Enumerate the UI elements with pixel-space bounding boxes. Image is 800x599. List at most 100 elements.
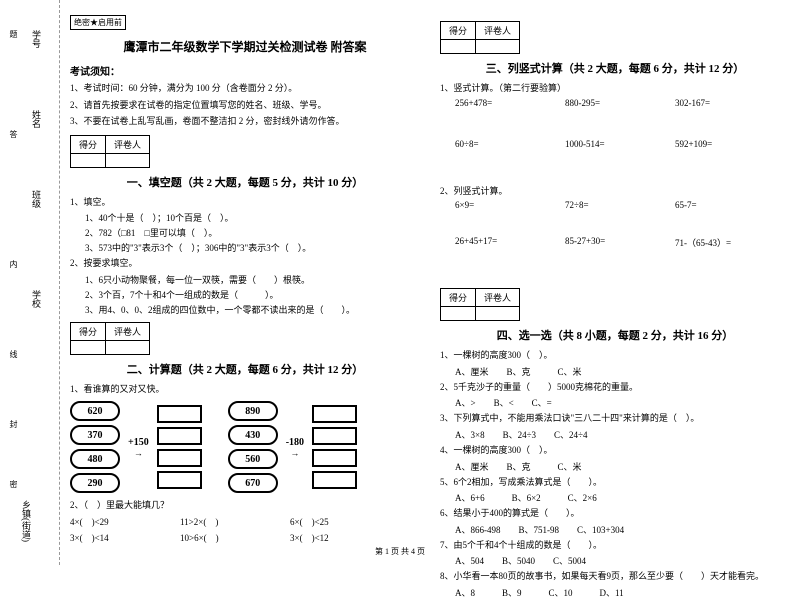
calc-item: 60÷8= [455,139,535,149]
section-title: 三、列竖式计算（共 2 大题，每题 6 分，共计 12 分） [440,60,790,76]
value-box: 890 [228,401,278,421]
score-header: 评卷人 [106,322,150,340]
empty-box [157,427,202,445]
sub-question: 3、573中的"3"表示3个（ ）；306中的"3"表示3个（ ）。 [85,241,420,254]
score-table: 得分评卷人 [70,135,150,168]
value-box: 560 [228,449,278,469]
question: 8、小华看一本80页的故事书，如果每天看9页，那么至少要（ ）天才能看完。 [440,570,790,583]
question: 2、列竖式计算。 [440,185,790,198]
calc-item: 3×( )<14 [70,531,150,544]
score-table: 得分评卷人 [440,288,520,321]
value-box: 290 [70,473,120,493]
calc-diagram: 620 370 480 290 +150 → 890 430 560 670 [70,401,420,493]
page-footer: 第 1 页 共 4 页 [0,546,800,557]
seal-text: 封 [8,420,19,428]
section-title: 一、填空题（共 2 大题，每题 5 分，共计 10 分） [70,174,420,190]
empty-box [312,449,357,467]
empty-box [312,405,357,423]
value-box: 480 [70,449,120,469]
question: 2、按要求填空。 [70,257,420,270]
score-header: 得分 [441,289,476,307]
empty-box [157,405,202,423]
left-column: 绝密★启用前 鹰潭市二年级数学下学期过关检测试卷 附答案 考试须知： 1、考试时… [70,15,420,599]
calc-item: 6×( )<25 [290,515,370,528]
arrow-icon: → [290,448,299,458]
empty-box [312,427,357,445]
score-header: 得分 [71,322,106,340]
sub-question: 1、6只小动物聚餐，每一位一双筷，需要（ ）根筷。 [85,273,420,286]
binding-margin: 学号 姓名 班级 学校 乡镇(街道) 题 答 内 线 封 密 [0,0,60,565]
calc-item: 26+45+17= [455,236,535,249]
options: A、3×8 B、24÷3 C、24÷4 [455,428,790,441]
calc-item: 72÷8= [565,200,645,210]
options: A、厘米 B、克 C、米 [455,365,790,378]
calc-item: 65-7= [675,200,755,210]
score-header: 得分 [71,135,106,153]
score-table: 得分评卷人 [70,322,150,355]
notice-item: 3、不要在试卷上乱写乱画，卷面不整洁扣 2 分，密封线外请勿作答。 [70,115,420,129]
binding-label: 学号 [30,30,43,48]
binding-label: 姓名 [30,110,43,128]
score-header: 得分 [441,22,476,40]
calc-item: 3×( )<12 [290,531,370,544]
score-header: 评卷人 [476,289,520,307]
calc-item: 302-167= [675,98,755,108]
calc-item: 592+109= [675,139,755,149]
seal-text: 线 [8,350,19,358]
empty-box [157,449,202,467]
seal-text: 题 [8,30,19,38]
operation-label: +150 [128,437,149,448]
calc-item: 10>6×( ) [180,531,260,544]
notice-item: 2、请首先按要求在试卷的指定位置填写您的姓名、班级、学号。 [70,99,420,113]
page-content: 绝密★启用前 鹰潭市二年级数学下学期过关检测试卷 附答案 考试须知： 1、考试时… [0,0,800,599]
score-header: 评卷人 [106,135,150,153]
question: 1、一棵树的高度300（ ）。 [440,349,790,362]
sub-question: 2、782（□81 □里可以填（ ）。 [85,226,420,239]
score-table: 得分评卷人 [440,21,520,54]
question: 1、竖式计算。（第二行要验算） [440,82,790,95]
value-box: 430 [228,425,278,445]
section-title: 四、选一选（共 8 小题，每题 2 分，共计 16 分） [440,327,790,343]
options: A、866-498 B、751-98 C、103+304 [455,523,790,536]
question: 4、一棵树的高度300（ ）。 [440,444,790,457]
calc-item: 256+478= [455,98,535,108]
secret-label: 绝密★启用前 [70,15,126,30]
options: A、> B、< C、= [455,396,790,409]
empty-box [157,471,202,489]
options: A、6+6 B、6×2 C、2×6 [455,491,790,504]
question: 6、结果小于400的算式是（ ）。 [440,507,790,520]
question: 2、5千克沙子的重量（ ）5000克棉花的重量。 [440,381,790,394]
seal-text: 密 [8,480,19,488]
question: 3、下列算式中，不能用乘法口诀"三八二十四"来计算的是（ ）。 [440,412,790,425]
options: A、8 B、9 C、10 D、11 [455,586,790,599]
section-title: 二、计算题（共 2 大题，每题 6 分，共计 12 分） [70,361,420,377]
question: 5、6个2相加，写成乘法算式是（ ）。 [440,476,790,489]
value-box: 670 [228,473,278,493]
sub-question: 2、3个百，7个十和4个一组成的数是（ ）。 [85,288,420,301]
question: 1、看谁算的又对又快。 [70,383,420,396]
score-header: 评卷人 [476,22,520,40]
options: A、厘米 B、克 C、米 [455,460,790,473]
binding-label: 班级 [30,190,43,208]
seal-text: 答 [8,130,19,138]
sub-question: 1、40个十是（ ）；10个百是（ ）。 [85,211,420,224]
arrow-icon: → [134,448,143,458]
calc-item: 880-295= [565,98,645,108]
exam-title: 鹰潭市二年级数学下学期过关检测试卷 附答案 [70,38,420,55]
operation-label: -180 [286,437,304,448]
notice-title: 考试须知： [70,63,420,78]
calc-item: 71-（65-43）= [675,236,755,249]
calc-item: 1000-514= [565,139,645,149]
notice-item: 1、考试时间：60 分钟，满分为 100 分（含卷面分 2 分）。 [70,82,420,96]
binding-label: 乡镇(街道) [20,500,33,542]
value-box: 620 [70,401,120,421]
calc-item: 11>2×( ) [180,515,260,528]
seal-text: 内 [8,260,19,268]
right-column: 得分评卷人 三、列竖式计算（共 2 大题，每题 6 分，共计 12 分） 1、竖… [440,15,790,599]
value-box: 370 [70,425,120,445]
question: 2、（ ）里最大能填几？ [70,499,420,512]
calc-item: 4×( )<29 [70,515,150,528]
question: 1、填空。 [70,196,420,209]
sub-question: 3、用4、0、0、2组成的四位数中，一个零都不读出来的是（ ）。 [85,303,420,316]
calc-item: 6×9= [455,200,535,210]
